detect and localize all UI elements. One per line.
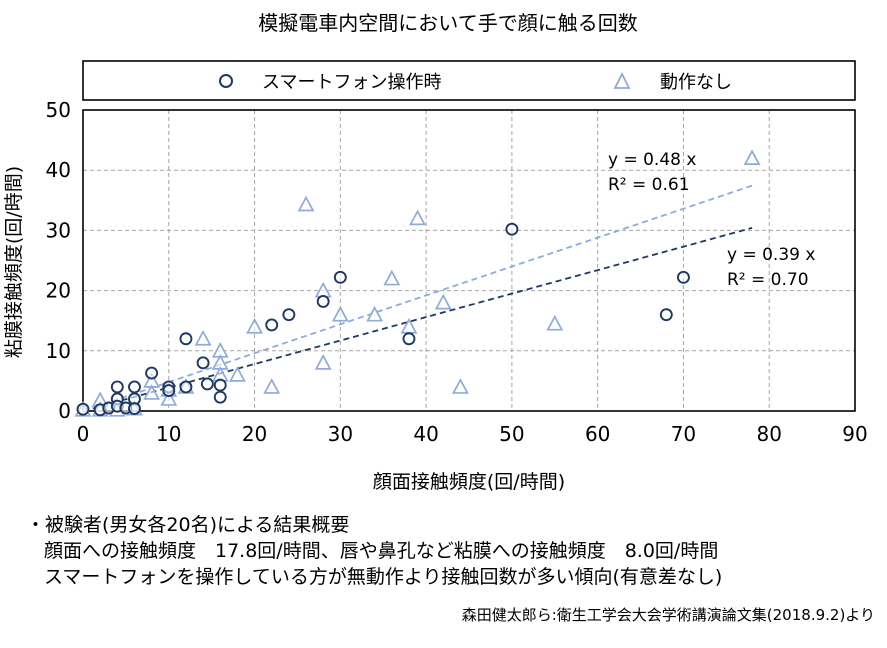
y-tick-label: 20 [46,279,71,303]
data-point-smartphone [110,380,124,394]
summary-frequencies: 顔面への接触頻度 17.8回/時間、唇や鼻孔など粘膜への接触頻度 8.0回/時間 [44,540,719,562]
data-point-smartphone [179,332,193,346]
y-tick-label: 50 [46,98,71,122]
x-tick-label: 80 [756,422,781,446]
data-points [74,149,761,417]
legend-label-smartphone: スマートフォン操作時 [262,72,441,93]
data-point-no-motion [400,317,418,334]
data-point-smartphone [213,378,227,392]
trend-label-no-motion-eq: y = 0.48 x [608,150,696,170]
x-tick-label: 50 [499,422,524,446]
data-point-no-motion [434,293,452,310]
y-tick-label: 0 [58,399,71,423]
data-point-smartphone [128,402,141,416]
data-point-no-motion [743,149,761,166]
data-point-no-motion [409,209,426,226]
data-point-smartphone [162,384,176,397]
data-point-no-motion [383,269,401,286]
source-citation: 森田健太郎ら:衛生工学会大会学術講演論文集(2018.9.2)より [461,606,875,624]
data-point-smartphone [213,390,227,404]
y-tick-label: 40 [46,158,71,182]
scatter-chart: 模擬電車内空間において手で顔に触る回数 スマートフォン操作時 動作なし 0 10 2… [3,11,868,493]
y-axis-label: 粘膜接触頻度(回/時間) [3,166,25,358]
x-tick-label: 60 [585,422,610,446]
legend-marker-no-motion [613,71,631,89]
trend-line-smartphone [82,227,753,412]
y-axis-ticks: 0 10 20 30 40 50 [46,98,71,423]
data-point-smartphone [282,308,296,322]
data-point-smartphone [200,377,214,391]
data-point-smartphone [676,270,690,284]
trend-label-smartphone-eq: y = 0.39 x [727,245,815,265]
data-point-no-motion [246,317,263,334]
data-point-no-motion [451,378,469,394]
x-tick-label: 40 [413,422,438,446]
legend-box [82,60,856,101]
data-point-smartphone [402,332,416,346]
data-point-no-motion [194,329,212,346]
data-point-no-motion [366,305,384,322]
data-point-no-motion [546,314,564,331]
legend-marker-smartphone [219,74,233,88]
data-point-no-motion [228,366,246,382]
y-tick-label: 10 [46,339,71,363]
data-point-smartphone [333,270,347,284]
data-point-smartphone [76,402,90,416]
data-point-smartphone [128,380,141,394]
data-point-no-motion [297,195,315,212]
data-point-no-motion [331,305,349,322]
plot-area-frame [82,109,856,412]
trend-line-no-motion [82,184,753,412]
data-point-no-motion [314,354,332,370]
grid-lines [83,110,855,411]
data-point-smartphone [196,356,210,370]
trend-label-no-motion-r2: R² = 0.61 [608,175,690,195]
data-point-smartphone [316,294,330,308]
x-tick-label: 10 [156,422,181,446]
data-point-no-motion [143,384,161,400]
x-tick-label: 20 [242,422,267,446]
data-point-smartphone [265,318,279,332]
data-point-smartphone [659,308,673,322]
data-point-no-motion [160,390,178,406]
trend-label-smartphone-r2: R² = 0.70 [727,270,809,290]
data-point-smartphone [145,366,159,380]
y-tick-label: 30 [46,218,71,242]
chart-title: 模擬電車内空間において手で顔に触る回数 [258,11,637,35]
result-summary: ・被験者(男女各20名)による結果概要 顔面への接触頻度 17.8回/時間、唇や… [26,512,722,590]
data-point-smartphone [179,380,193,394]
data-point-smartphone [505,222,519,236]
x-tick-label: 0 [77,422,90,446]
data-point-no-motion [263,378,281,394]
summary-trend: スマートフォンを操作している方が無動作より接触回数が多い傾向(有意差なし) [44,566,723,588]
x-axis-label: 顔面接触頻度(回/時間) [373,471,565,493]
x-axis-ticks: 0 10 20 30 40 50 60 70 80 90 [77,422,868,446]
summary-heading: ・被験者(男女各20名)による結果概要 [26,514,350,536]
legend-label-no-motion: 動作なし [660,72,732,93]
trend-lines [82,184,753,412]
x-tick-label: 90 [842,422,867,446]
x-tick-label: 70 [671,422,696,446]
x-tick-label: 30 [328,422,353,446]
